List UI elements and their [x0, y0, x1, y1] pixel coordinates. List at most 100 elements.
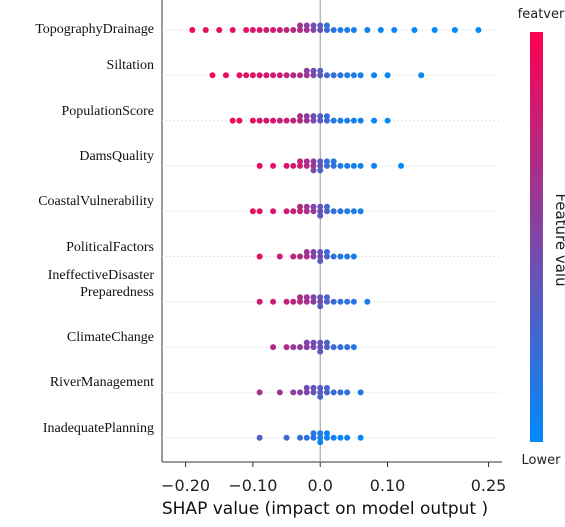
shap-dot [317, 117, 324, 124]
shap-dot [256, 434, 263, 441]
shap-dot [276, 117, 283, 124]
shap-dot [323, 113, 330, 120]
feature-label: PoliticalFactors [66, 239, 154, 255]
shap-dot [337, 298, 344, 305]
shap-dot [189, 27, 196, 33]
shap-dot [229, 117, 236, 124]
shap-dot [384, 117, 391, 124]
shap-dot [249, 27, 256, 33]
shap-dot [270, 298, 277, 305]
shap-dot [297, 294, 304, 301]
shap-dot [384, 72, 391, 79]
shap-dot [317, 434, 324, 441]
shap-dot [290, 298, 297, 305]
shap-dot [229, 27, 236, 33]
shap-dot [256, 298, 263, 305]
shap-dot [323, 249, 330, 255]
shap-dot [330, 27, 337, 33]
shap-dot [317, 294, 324, 301]
feature-label: ClimateChange [66, 330, 154, 346]
shap-dot [283, 117, 290, 124]
shap-dot [310, 27, 317, 33]
shap-dot [256, 27, 263, 33]
feature-label: CoastalVulnerability [38, 194, 154, 210]
shap-dot [310, 67, 317, 74]
shap-dot [310, 339, 317, 346]
shap-dot [317, 253, 324, 260]
shap-dot [350, 117, 357, 124]
shap-dot [317, 167, 324, 174]
shap-dot [303, 113, 310, 120]
shap-dot [344, 162, 351, 169]
shap-dot [290, 208, 297, 215]
shap-dot [357, 208, 364, 215]
shap-dot [310, 117, 317, 124]
shap-dot [310, 298, 317, 305]
shap-dot [317, 384, 324, 391]
colorbar-label: Feature valu [552, 193, 565, 286]
shap-dot [290, 27, 297, 33]
shap-dot [270, 117, 277, 124]
shap-dot [303, 294, 310, 301]
shap-dot [310, 113, 317, 120]
shap-dot [330, 72, 337, 79]
shap-dot [317, 339, 324, 346]
shap-dot [330, 344, 337, 351]
shap-dot [371, 117, 378, 124]
shap-dot [391, 27, 398, 33]
x-tick-label: −0.10 [228, 476, 277, 495]
shap-dot [317, 348, 324, 355]
shap-dot [276, 389, 283, 396]
shap-dot [297, 344, 304, 351]
shap-dot [249, 72, 256, 79]
shap-dot [290, 253, 297, 260]
shap-dot [276, 72, 283, 79]
shap-dot [323, 203, 330, 210]
shap-dot [270, 162, 277, 169]
shap-dot [202, 27, 209, 33]
shap-dot [297, 158, 304, 165]
shap-dot [317, 344, 324, 351]
shap-dot [310, 384, 317, 391]
shap-dot [317, 258, 324, 264]
shap-dot [317, 72, 324, 79]
shap-dot [283, 162, 290, 169]
shap-dot [364, 27, 371, 33]
shap-dot [330, 117, 337, 124]
shap-dot [209, 72, 216, 79]
shap-dot [310, 253, 317, 260]
shap-dot [243, 27, 250, 33]
shap-dot [290, 117, 297, 124]
shap-dot [303, 249, 310, 255]
shap-dot [344, 253, 351, 260]
shap-dot [303, 339, 310, 346]
shap-dot [330, 208, 337, 215]
shap-dot [323, 158, 330, 165]
shap-dot [216, 27, 223, 33]
shap-dot [451, 27, 458, 33]
shap-dot [303, 208, 310, 215]
feature-label: TopographyDrainage [35, 22, 154, 37]
shap-dot [256, 117, 263, 124]
feature-label: RiverManagement [49, 375, 154, 391]
shap-dot [344, 389, 351, 396]
shap-dot [283, 298, 290, 305]
feature-label: Siltation [106, 58, 154, 74]
shap-dot [276, 253, 283, 260]
shap-dot [303, 389, 310, 396]
shap-dot [256, 162, 263, 169]
shap-dot [344, 72, 351, 79]
shap-dot [297, 389, 304, 396]
shap-dot [357, 117, 364, 124]
shap-dot [357, 389, 364, 396]
shap-dot [371, 72, 378, 79]
shap-dot [310, 72, 317, 79]
shap-dot [364, 298, 371, 305]
shap-dot [317, 67, 324, 74]
shap-dot [330, 162, 337, 169]
shap-dot [236, 72, 243, 79]
shap-dot [303, 158, 310, 165]
shap-dot [317, 22, 324, 29]
shap-dot [350, 162, 357, 169]
